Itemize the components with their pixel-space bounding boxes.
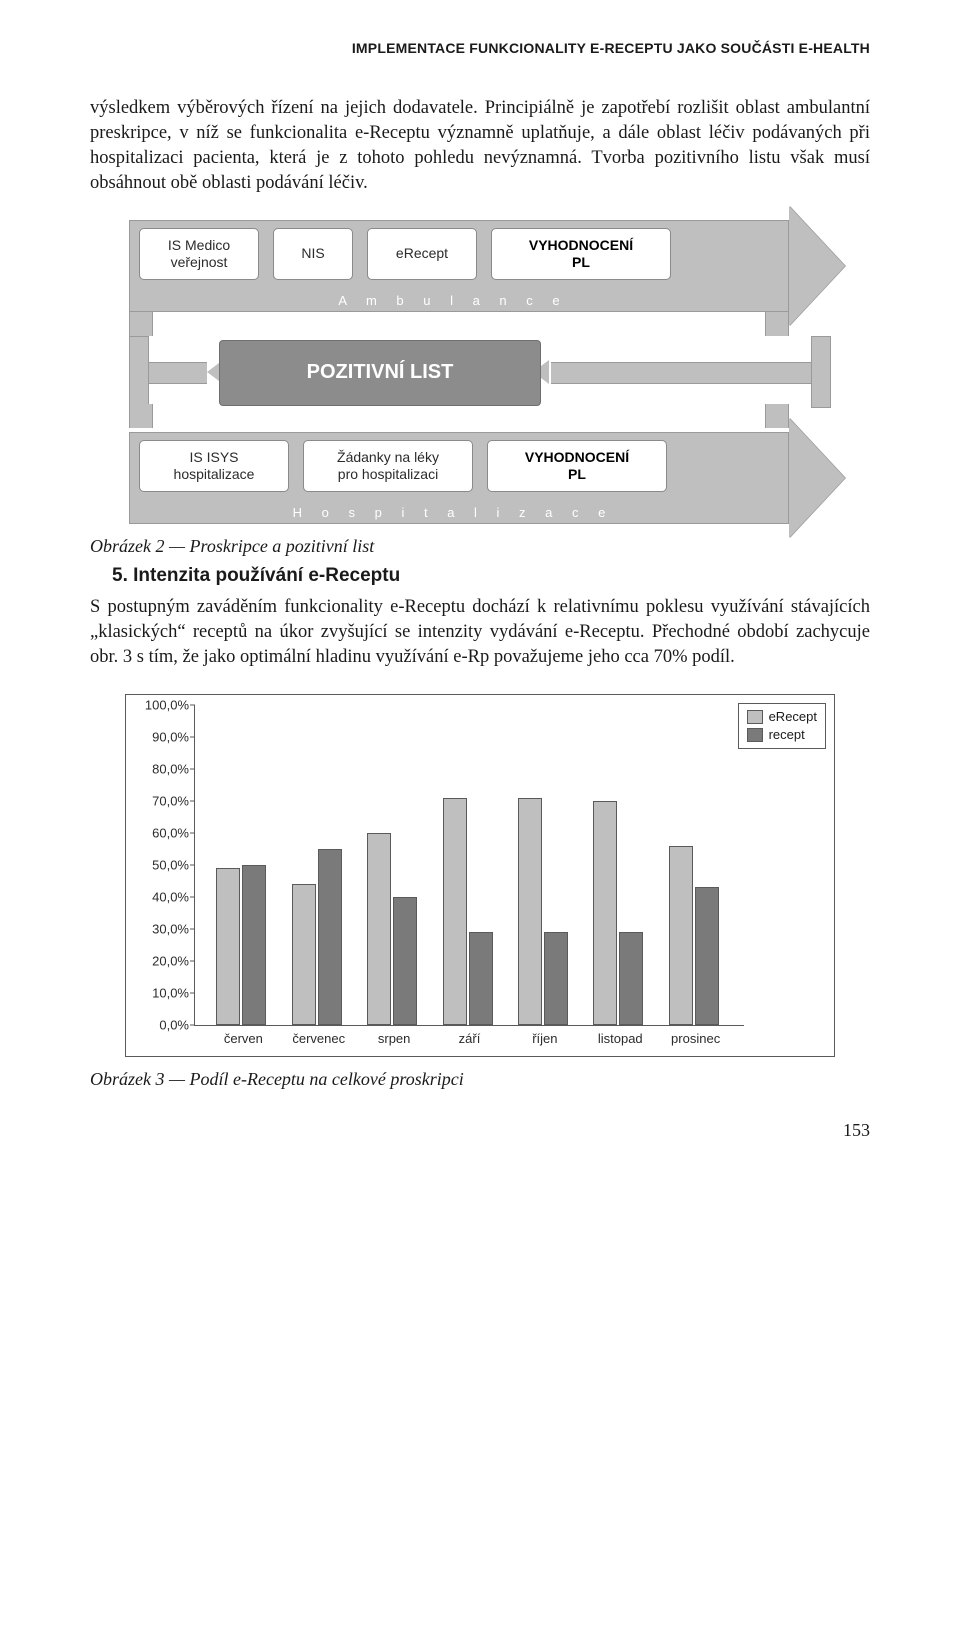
page-number: 153 xyxy=(90,1120,870,1141)
x-label: červenec xyxy=(292,1031,345,1046)
bar xyxy=(443,798,467,1025)
fig2-top-arrow: IS Medicoveřejnost NIS eRecept VYHODNOCENÍP… xyxy=(115,220,845,312)
arrow-right-icon xyxy=(789,206,845,326)
legend-item: eRecept xyxy=(747,708,817,726)
paragraph-2: S postupným zaváděním funkcionality e-Re… xyxy=(90,595,870,670)
y-tick: 70,0% xyxy=(137,793,189,808)
x-label: prosinec xyxy=(671,1031,720,1046)
y-tick: 60,0% xyxy=(137,825,189,840)
chart-legend: eReceptrecept xyxy=(738,703,826,749)
y-tick: 0,0% xyxy=(137,1017,189,1032)
bar xyxy=(619,932,643,1025)
y-tick: 20,0% xyxy=(137,953,189,968)
figure-2-caption: Obrázek 2 — Proskripce a pozitivní list xyxy=(90,536,870,557)
y-tick: 30,0% xyxy=(137,921,189,936)
bar xyxy=(216,868,240,1025)
fig2-center-label: POZITIVNÍ LIST xyxy=(219,340,541,406)
fig2-bottom-arrow: IS ISYShospitalizace Žádanky na lékypro h… xyxy=(115,432,845,524)
x-label: červen xyxy=(224,1031,263,1046)
fig2-box: VYHODNOCENÍPL xyxy=(491,228,671,280)
fig2-box: VYHODNOCENÍPL xyxy=(487,440,667,492)
bar xyxy=(518,798,542,1025)
fig2-box: eRecept xyxy=(367,228,477,280)
x-label: září xyxy=(459,1031,481,1046)
legend-item: recept xyxy=(747,726,817,744)
y-tick: 80,0% xyxy=(137,761,189,776)
figure-3: eReceptrecept červenčervenecsrpenzáříříj… xyxy=(125,694,835,1057)
x-label: srpen xyxy=(378,1031,411,1046)
chart-plot-area: červenčervenecsrpenzáříříjenlistopadpros… xyxy=(194,705,744,1026)
figure-3-caption: Obrázek 3 — Podíl e-Receptu na celkové p… xyxy=(90,1069,870,1090)
y-tick: 40,0% xyxy=(137,889,189,904)
fig2-box: Žádanky na lékypro hospitalizaci xyxy=(303,440,473,492)
bar xyxy=(469,932,493,1025)
bar xyxy=(292,884,316,1025)
y-tick: 90,0% xyxy=(137,729,189,744)
bar xyxy=(544,932,568,1025)
y-tick: 10,0% xyxy=(137,985,189,1000)
section-5-heading: 5. Intenzita používání e-Receptu xyxy=(112,565,870,587)
x-label: říjen xyxy=(532,1031,557,1046)
figure-2: IS Medicoveřejnost NIS eRecept VYHODNOCENÍP… xyxy=(115,220,845,524)
bar xyxy=(367,833,391,1025)
bar xyxy=(669,846,693,1025)
paragraph-1: výsledkem výběrových řízení na jejich do… xyxy=(90,96,870,196)
y-tick: 50,0% xyxy=(137,857,189,872)
fig2-box: NIS xyxy=(273,228,353,280)
fig2-box: IS Medicoveřejnost xyxy=(139,228,259,280)
bar xyxy=(695,887,719,1025)
x-label: listopad xyxy=(598,1031,643,1046)
running-head: IMPLEMENTACE FUNKCIONALITY E-RECEPTU JAK… xyxy=(90,40,870,56)
fig2-box: IS ISYShospitalizace xyxy=(139,440,289,492)
y-tick: 100,0% xyxy=(137,697,189,712)
fig2-top-strip: A m b u l a n c e xyxy=(131,292,775,310)
bar xyxy=(242,865,266,1025)
bar xyxy=(318,849,342,1025)
fig2-bottom-strip: H o s p i t a l i z a c e xyxy=(131,504,775,522)
arrow-right-icon xyxy=(789,418,845,538)
bar xyxy=(593,801,617,1025)
bar xyxy=(393,897,417,1025)
